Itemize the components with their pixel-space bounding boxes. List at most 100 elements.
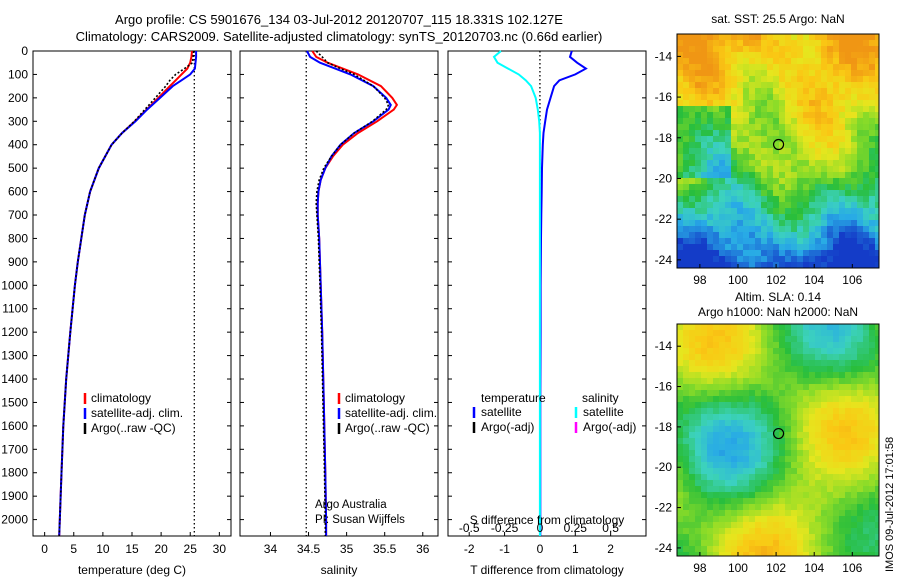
sla-map-cell bbox=[707, 348, 713, 354]
sla-map-cell bbox=[863, 336, 869, 342]
sla-map-cell bbox=[857, 366, 863, 372]
sla-map-cell bbox=[755, 522, 761, 528]
sla-map-cell bbox=[857, 342, 863, 348]
sst-map-cell bbox=[869, 160, 875, 166]
sla-map-cell bbox=[833, 396, 839, 402]
sla-map-cell bbox=[839, 324, 845, 330]
sla-map-cell bbox=[821, 468, 827, 474]
credit-institution: Argo Australia bbox=[315, 499, 387, 511]
sla-map-cell bbox=[827, 336, 833, 342]
salinity-diff-tick-label: 0 bbox=[537, 521, 544, 535]
sla-map-cell bbox=[863, 378, 869, 384]
sla-map-cell bbox=[689, 348, 695, 354]
sst-map-cell bbox=[719, 58, 725, 64]
sla-map-cell bbox=[683, 324, 689, 330]
sla-map-cell bbox=[773, 480, 779, 486]
sst-map-cell bbox=[839, 256, 845, 262]
temperature-ytick-label: 2000 bbox=[1, 513, 28, 527]
sla-map-cell bbox=[761, 534, 767, 540]
sst-map-cell bbox=[743, 82, 749, 88]
sst-map-cell bbox=[875, 250, 879, 256]
sla-map-cell bbox=[683, 516, 689, 522]
sla-map-cell bbox=[869, 354, 875, 360]
sst-map-cell bbox=[725, 238, 731, 244]
sla-map-cell bbox=[683, 456, 689, 462]
sst-map-cell bbox=[779, 220, 785, 226]
sla-map-cell bbox=[707, 342, 713, 348]
sst-map-cell bbox=[791, 52, 797, 58]
sst-map-cell bbox=[755, 148, 761, 154]
sst-map-cell bbox=[773, 256, 779, 262]
sla-map-cell bbox=[767, 468, 773, 474]
sst-map-cell bbox=[827, 76, 833, 82]
sla-map-cell bbox=[815, 528, 821, 534]
sst-map-cell bbox=[839, 46, 845, 52]
sst-map-cell bbox=[779, 244, 785, 250]
sst-map-cell bbox=[761, 214, 767, 220]
sla-map-cell bbox=[779, 414, 785, 420]
sst-map-cell bbox=[683, 106, 689, 112]
sla-map-cell bbox=[713, 384, 719, 390]
sst-map-cell bbox=[761, 244, 767, 250]
sst-map-cell bbox=[779, 70, 785, 76]
sst-map-cell bbox=[845, 148, 851, 154]
sst-map-cell bbox=[797, 64, 803, 70]
sla-map-cell bbox=[701, 378, 707, 384]
sst-map-cell bbox=[677, 202, 683, 208]
sla-map-cell bbox=[755, 384, 761, 390]
sst-map-cell bbox=[821, 154, 827, 160]
sla-map-cell bbox=[701, 540, 707, 546]
sla-map-cell bbox=[833, 540, 839, 546]
sst-map-cell bbox=[755, 250, 761, 256]
sst-map-cell bbox=[773, 52, 779, 58]
sla-map-cell bbox=[779, 468, 785, 474]
sla-map-cell bbox=[737, 396, 743, 402]
sla-map-cell bbox=[713, 546, 719, 552]
sla-map-cell bbox=[785, 360, 791, 366]
sla-map-cell bbox=[707, 468, 713, 474]
sla-map-cell bbox=[689, 474, 695, 480]
sla-map-cell bbox=[719, 384, 725, 390]
sst-map-cell bbox=[743, 136, 749, 142]
sst-map-cell bbox=[833, 52, 839, 58]
sla-map-cell bbox=[707, 444, 713, 450]
sla-map-ytick-label: -16 bbox=[655, 380, 673, 394]
sla-map-cell bbox=[749, 342, 755, 348]
sst-map-cell bbox=[779, 34, 785, 40]
sla-map-cell bbox=[797, 396, 803, 402]
sst-map-cell bbox=[833, 88, 839, 94]
sla-map-cell bbox=[731, 516, 737, 522]
sla-map-cell bbox=[803, 444, 809, 450]
sla-map-cell bbox=[743, 432, 749, 438]
sla-map-cell bbox=[737, 504, 743, 510]
sst-map-cell bbox=[815, 166, 821, 172]
sst-map-cell bbox=[833, 130, 839, 136]
sla-map-cell bbox=[773, 438, 779, 444]
sla-map-cell bbox=[719, 342, 725, 348]
sst-map-cell bbox=[839, 130, 845, 136]
sla-map-cell bbox=[863, 396, 869, 402]
sst-map-cell bbox=[701, 142, 707, 148]
temperature-ytick-label: 1500 bbox=[1, 395, 28, 409]
sst-map-cell bbox=[791, 124, 797, 130]
sla-map-cell bbox=[845, 324, 851, 330]
sla-map-cell bbox=[797, 390, 803, 396]
sst-map-cell bbox=[701, 226, 707, 232]
sla-map-cell bbox=[845, 546, 851, 552]
sst-map-cell bbox=[869, 136, 875, 142]
sla-map-cell bbox=[689, 504, 695, 510]
sst-map-cell bbox=[755, 124, 761, 130]
sla-map-cell bbox=[827, 450, 833, 456]
sla-map-cell bbox=[833, 372, 839, 378]
temperature-ytick-label: 1800 bbox=[1, 466, 28, 480]
sst-map-cell bbox=[791, 142, 797, 148]
sst-map-cell bbox=[749, 118, 755, 124]
sla-map-cell bbox=[683, 510, 689, 516]
sla-map-cell bbox=[875, 426, 879, 432]
sst-map-cell bbox=[851, 82, 857, 88]
sla-map-cell bbox=[827, 324, 833, 330]
sla-map-cell bbox=[707, 360, 713, 366]
sst-map-cell bbox=[833, 40, 839, 46]
sst-map-cell bbox=[677, 34, 683, 40]
sst-map-cell bbox=[701, 172, 707, 178]
